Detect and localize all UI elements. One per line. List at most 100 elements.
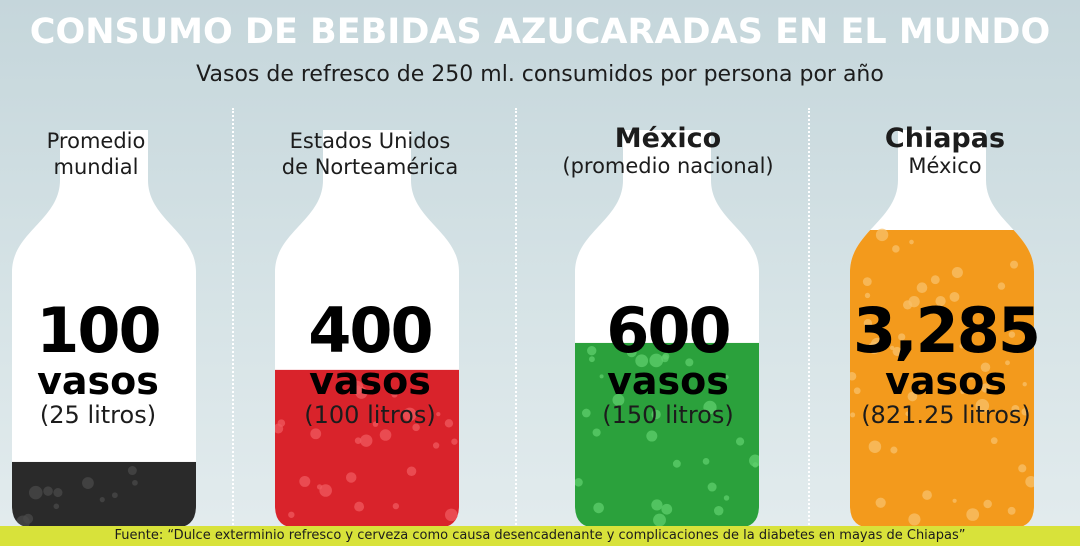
bubble bbox=[575, 478, 583, 487]
bubble bbox=[53, 503, 60, 510]
bubble bbox=[909, 239, 914, 245]
source-footer: Fuente: “Dulce exterminio refresco y cer… bbox=[0, 526, 1080, 546]
column-divider bbox=[232, 108, 234, 528]
value-chiapas: 3,285 vasos (821.25 litros) bbox=[796, 300, 1080, 430]
label-bold: México bbox=[614, 123, 722, 154]
column-divider bbox=[808, 108, 810, 528]
bubble bbox=[875, 497, 886, 508]
bubble bbox=[635, 354, 649, 368]
bubble bbox=[581, 408, 591, 418]
bubble bbox=[890, 446, 898, 454]
bubble bbox=[707, 482, 717, 492]
value-number: 100 bbox=[36, 294, 161, 367]
value-unit: vasos bbox=[607, 359, 729, 403]
bubble bbox=[983, 499, 992, 509]
bubble bbox=[402, 407, 417, 422]
bubble bbox=[892, 346, 902, 356]
bubble bbox=[908, 513, 921, 526]
bubble bbox=[864, 292, 871, 299]
value-number: 400 bbox=[308, 294, 433, 367]
chart-subtitle: Vasos de refresco de 250 ml. consumidos … bbox=[196, 62, 884, 87]
bubble bbox=[975, 398, 990, 413]
bubble bbox=[1018, 464, 1027, 473]
bubble bbox=[749, 454, 759, 467]
bubble bbox=[875, 228, 889, 242]
value-litros: (25 litros) bbox=[39, 401, 157, 429]
bubble bbox=[952, 498, 957, 503]
bubble bbox=[935, 295, 946, 307]
column-divider bbox=[515, 108, 517, 528]
bubble bbox=[685, 358, 694, 367]
bubble bbox=[612, 393, 625, 406]
bubble bbox=[593, 502, 604, 514]
bubble bbox=[53, 488, 63, 498]
bubble bbox=[1025, 475, 1034, 488]
bubble bbox=[28, 485, 43, 500]
bubble bbox=[651, 409, 661, 420]
label-text: Estados Unidos de Norteamérica bbox=[281, 129, 459, 179]
label-bold: Chiapas bbox=[884, 123, 1006, 154]
bubble bbox=[959, 343, 965, 349]
bubble bbox=[355, 386, 368, 399]
bubble bbox=[870, 337, 885, 351]
bubble bbox=[436, 411, 441, 417]
bubble bbox=[1011, 404, 1020, 413]
bubble bbox=[451, 438, 458, 445]
bubble bbox=[1007, 506, 1016, 515]
bubble bbox=[1010, 260, 1019, 269]
bubble bbox=[354, 437, 362, 445]
value-number: 600 bbox=[606, 294, 731, 367]
bubble bbox=[713, 506, 724, 516]
bubble bbox=[723, 495, 730, 501]
bubble bbox=[968, 375, 974, 380]
bubble bbox=[1008, 331, 1016, 338]
bubble bbox=[695, 374, 702, 381]
bubble bbox=[981, 383, 991, 393]
value-litros: (100 litros) bbox=[304, 401, 436, 429]
bubble bbox=[127, 466, 137, 476]
value-promedio-mundial: 100 vasos (25 litros) bbox=[0, 300, 248, 430]
bubble bbox=[372, 421, 379, 427]
value-estados-unidos: 400 vasos (100 litros) bbox=[220, 300, 520, 430]
bubble bbox=[345, 472, 357, 483]
bubble bbox=[653, 513, 666, 527]
bubble bbox=[99, 497, 105, 503]
bottle-promedio-mundial bbox=[12, 130, 196, 528]
bubble bbox=[599, 374, 604, 379]
bubble bbox=[997, 282, 1006, 290]
bubble bbox=[916, 282, 928, 293]
bar-promedio-mundial bbox=[12, 461, 196, 528]
bubble bbox=[43, 486, 53, 496]
bubble bbox=[391, 391, 398, 398]
bubble bbox=[868, 440, 882, 453]
bubble bbox=[288, 511, 295, 518]
bubble bbox=[850, 371, 857, 381]
bubble bbox=[902, 300, 913, 310]
chart-title: CONSUMO DE BEBIDAS AZUCARADAS EN EL MUND… bbox=[29, 12, 1051, 52]
bubble bbox=[905, 411, 911, 417]
bubble bbox=[111, 492, 118, 499]
bubble bbox=[132, 479, 138, 486]
bubble bbox=[432, 442, 440, 449]
bubble bbox=[672, 459, 681, 468]
bubble bbox=[354, 501, 365, 512]
bubble bbox=[1005, 360, 1010, 366]
bubble bbox=[646, 430, 658, 442]
value-litros: (821.25 litros) bbox=[861, 401, 1031, 429]
bubble bbox=[360, 434, 373, 447]
bubble bbox=[862, 277, 872, 287]
bubble bbox=[724, 374, 729, 380]
bubble bbox=[853, 387, 861, 395]
bubble bbox=[850, 412, 856, 418]
value-unit: vasos bbox=[885, 359, 1007, 403]
bubble bbox=[980, 362, 991, 372]
bubble bbox=[966, 508, 980, 521]
bubble bbox=[299, 475, 311, 487]
bubble bbox=[444, 419, 454, 428]
bubble bbox=[735, 437, 745, 446]
label-text: (promedio nacional) bbox=[562, 154, 774, 178]
bubble bbox=[922, 490, 932, 500]
bubble bbox=[626, 347, 637, 358]
label-text: México bbox=[908, 154, 982, 178]
bubble bbox=[951, 266, 963, 279]
